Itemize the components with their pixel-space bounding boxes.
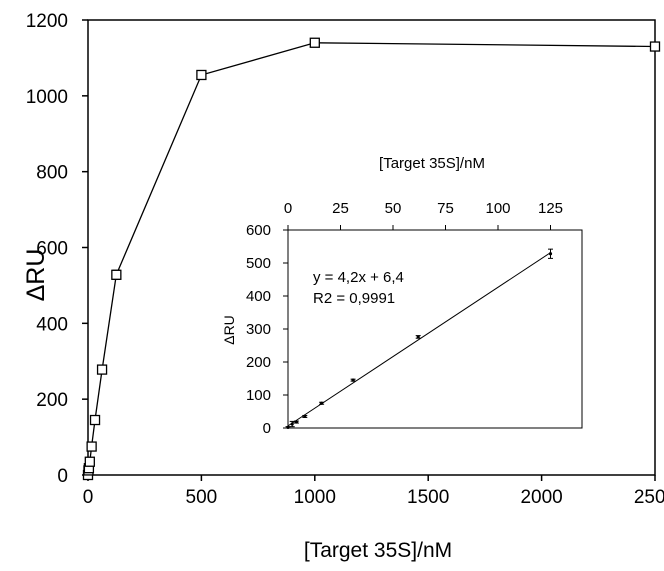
inset-chart: 0 25 50 75 100 125 0 100 200 300 400 500 600 [Target …	[221, 155, 588, 437]
data-point	[309, 37, 320, 48]
y-tick-label: 800	[36, 163, 68, 184]
main-chart: 0500100015002000250002004006008001000120…	[22, 11, 664, 562]
inset-background	[282, 226, 588, 434]
inset-y-tick-label: 600	[246, 222, 271, 239]
inset-y-tick-label: 300	[246, 321, 271, 338]
y-axis-label: ΔRU	[22, 249, 50, 302]
x-axis-label: [Target 35S]/nM	[304, 539, 452, 562]
inset-x-tick-label: 100	[485, 200, 510, 217]
x-tick-label: 1000	[294, 487, 336, 508]
inset-x-tick-label: 0	[284, 200, 292, 217]
inset-y-tick-label: 400	[246, 288, 271, 305]
inset-data-point	[320, 401, 324, 405]
inset-data-point	[416, 335, 420, 339]
data-point	[96, 364, 108, 375]
inset-data-point	[294, 420, 298, 424]
inset-data-point	[548, 252, 553, 256]
data-point	[84, 456, 95, 467]
inset-data-point	[351, 378, 355, 382]
inset-x-axis-label: [Target 35S]/nM	[379, 155, 485, 172]
y-tick-label: 400	[36, 314, 68, 335]
y-tick-label: 1000	[26, 87, 68, 108]
inset-y-axis-label: ΔRU	[221, 315, 237, 345]
y-tick-label: 0	[57, 466, 68, 487]
inset-y-tick-label: 500	[246, 255, 271, 272]
inset-x-tick-label: 125	[538, 200, 563, 217]
inset-data-point	[290, 422, 294, 426]
inset-y-tick-label: 0	[263, 420, 271, 437]
inset-y-tick-label: 200	[246, 354, 271, 371]
x-tick-label: 0	[83, 487, 94, 508]
x-tick-label: 2000	[520, 487, 562, 508]
x-tick-label: 500	[186, 487, 218, 508]
inset-x-tick-label: 75	[437, 200, 454, 217]
inset-r-squared: R2 = 0,9991	[313, 290, 395, 307]
data-point	[196, 69, 207, 81]
y-tick-label: 600	[36, 239, 68, 260]
data-point	[111, 269, 122, 280]
inset-x-tick-label: 25	[332, 200, 349, 217]
data-point	[89, 414, 101, 426]
y-tick-label: 1200	[26, 11, 68, 32]
x-tick-label: 1500	[407, 487, 449, 508]
inset-equation: y = 4,2x + 6,4	[313, 269, 404, 286]
y-tick-label: 200	[36, 390, 68, 411]
inset-fit-line	[287, 252, 551, 427]
inset-y-tick-label: 100	[246, 387, 271, 404]
data-point	[86, 441, 97, 452]
inset-data-point	[303, 414, 307, 419]
data-point	[649, 41, 661, 52]
inset-data-point	[286, 425, 290, 429]
inset-x-tick-label: 50	[385, 200, 402, 217]
